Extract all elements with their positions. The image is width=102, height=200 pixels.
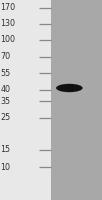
Text: 10: 10 [1, 162, 11, 171]
Text: 130: 130 [1, 20, 16, 28]
Text: 55: 55 [1, 68, 11, 77]
Bar [0, 0, 51, 200]
Text: 35: 35 [1, 97, 11, 106]
Ellipse shape [56, 84, 83, 92]
Bar [51, 0, 102, 200]
Text: 100: 100 [1, 36, 16, 45]
Text: 15: 15 [1, 146, 11, 154]
Text: 170: 170 [1, 3, 16, 12]
Text: 25: 25 [1, 114, 11, 122]
Text: 70: 70 [1, 52, 11, 61]
Text: 40: 40 [1, 85, 11, 94]
